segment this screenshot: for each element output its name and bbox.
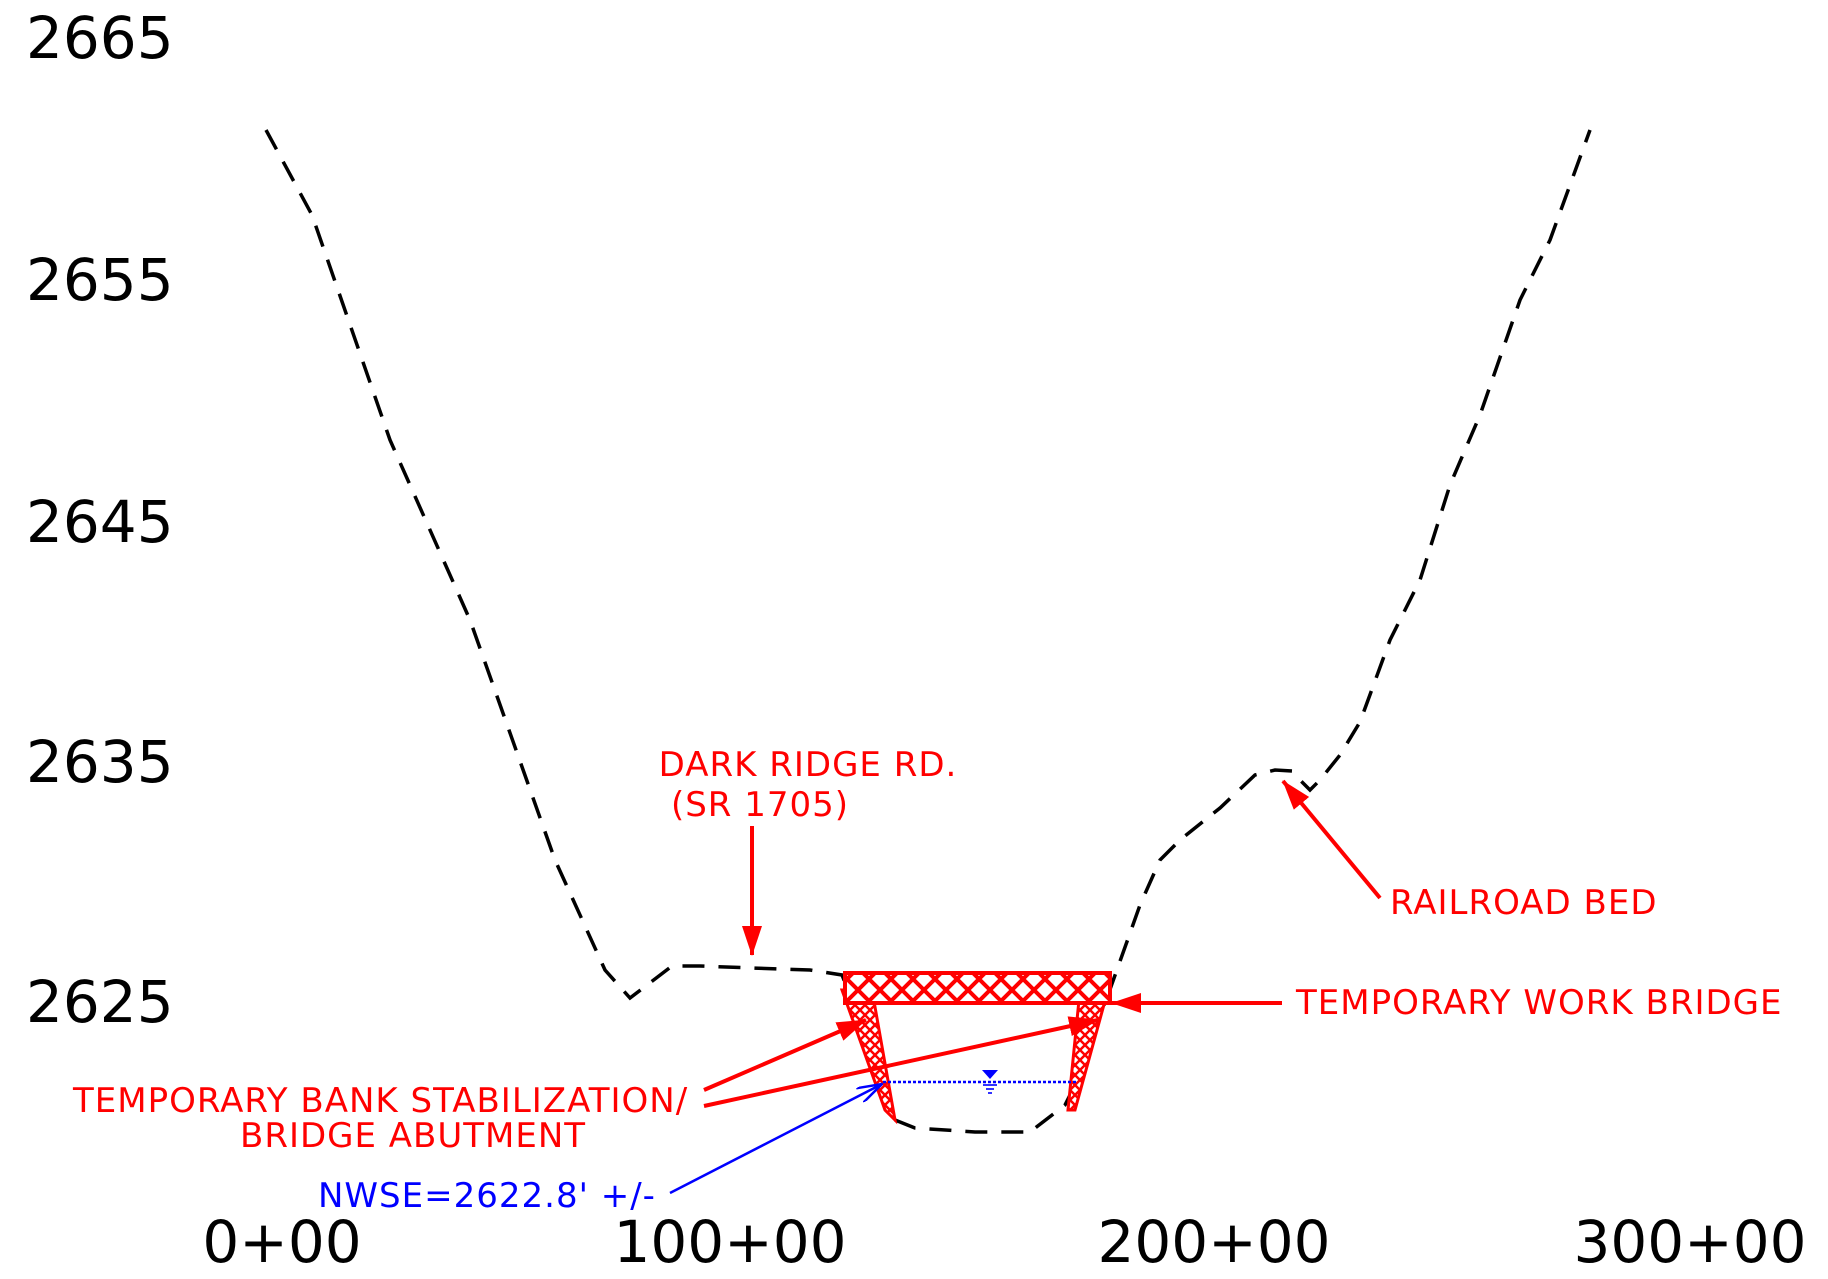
- bank-label-line1: TEMPORARY BANK STABILIZATION/: [72, 1081, 688, 1121]
- water-surface-symbol-icon: [982, 1070, 998, 1094]
- water-level-label: NWSE=2622.8' +/-: [318, 1176, 656, 1216]
- road-label-line1: DARK RIDGE RD.: [659, 745, 958, 785]
- right-bank-stabilization: [1066, 988, 1110, 1112]
- x-label-200: 200+00: [1097, 1208, 1330, 1276]
- temporary-work-bridge: [843, 971, 1112, 1005]
- x-label-0: 0+00: [202, 1208, 361, 1276]
- x-label-100: 100+00: [613, 1208, 846, 1276]
- y-axis-labels: 2665 2655 2645 2635 2625: [26, 4, 174, 1036]
- railroad-label: RAILROAD BED: [1390, 883, 1658, 923]
- work-bridge-label: TEMPORARY WORK BRIDGE: [1295, 983, 1782, 1023]
- ground-profile-line: [264, 129, 1592, 1134]
- railroad-leader-arrow: [1281, 779, 1382, 900]
- water-level-leader-arrow: [669, 1084, 882, 1195]
- bank-label-line2: BRIDGE ABUTMENT: [240, 1116, 586, 1156]
- bank-leader-arrow-right: [703, 1016, 1099, 1108]
- x-axis-labels: 0+00 100+00 200+00 300+00: [202, 1208, 1806, 1276]
- y-label-2635: 2635: [26, 728, 174, 796]
- y-label-2655: 2655: [26, 246, 174, 314]
- x-label-300: 300+00: [1573, 1208, 1806, 1276]
- bank-leader-arrow-left: [703, 1018, 867, 1092]
- y-label-2665: 2665: [26, 4, 174, 72]
- y-label-2645: 2645: [26, 488, 174, 556]
- road-label-line2: (SR 1705): [671, 785, 849, 825]
- y-label-2625: 2625: [26, 968, 174, 1036]
